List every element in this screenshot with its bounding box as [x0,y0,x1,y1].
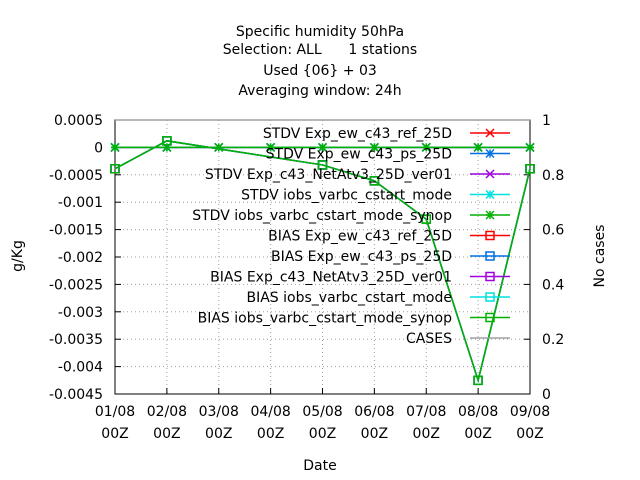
x-tick-label: 09/08 00Z [510,404,550,442]
data-point [485,169,495,179]
data-point [266,142,276,152]
x-tick-label: 04/08 00Z [250,404,290,442]
x-tick-label: 02/08 00Z [147,404,187,442]
x-axis-label: Date [303,458,336,474]
legend-label: STDV iobs_varbc_cstart_mode [241,188,452,204]
y2-tick-label: 0.6 [542,223,564,239]
legend-entry: CASES [406,331,510,347]
data-point [162,136,172,146]
data-point [485,312,495,323]
legend-label: BIAS iobs_varbc_cstart_mode [247,290,453,306]
x-tick-label: 08/08 00Z [458,404,498,442]
data-point [485,251,495,261]
legend-entry: BIAS iobs_varbc_cstart_mode_synop [198,311,510,327]
data-point [369,142,379,152]
x-tick-label: 07/08 00Z [406,404,446,442]
legend-entry: BIAS Exp_ew_c43_ps_25D [271,249,510,265]
y-axis-label: g/Kg [10,240,26,272]
data-point [485,148,495,159]
grid [115,120,530,394]
legend-label: STDV Exp_ew_c43_ps_25D [266,147,452,163]
y2-tick-label: 0 [542,387,551,403]
x-tick-label: 05/08 00Z [302,404,342,442]
y-tick-label: -0.001 [58,195,103,211]
y2-tick-label: 0.8 [542,168,564,184]
title-line-3: Used {06} + 03 [263,63,377,79]
data-point [525,164,535,174]
x-tick-label: 06/08 00Z [354,404,394,442]
data-point [317,160,328,170]
legend-label: CASES [406,331,452,347]
y2-tick-label: 1 [542,113,551,129]
marker-stroke [485,169,495,179]
y-tick-label: 0 [94,140,103,156]
y-tick-label: -0.002 [58,250,103,266]
series [110,136,535,386]
y-tick-label: -0.0015 [49,223,103,239]
series-group [110,119,535,386]
legend-entry: STDV iobs_varbc_cstart_mode [241,188,510,204]
series-line [114,140,531,384]
legend-entry: STDV iobs_varbc_cstart_mode_synop [192,208,510,224]
data-point [369,176,380,186]
data-point [473,142,483,152]
y2-tick-label: 0.4 [542,277,564,293]
legend-label: BIAS Exp_ew_c43_ref_25D [268,229,452,245]
data-point [110,142,120,152]
title-line-2: Selection: ALL 1 stations [223,42,417,58]
y-tick-label: -0.0035 [49,332,103,348]
axes: 0.0005 0 -0.0005 -0.001 -0.0015 -0.002 -0.0025… [49,113,564,442]
data-point [485,210,495,220]
legend-label: BIAS Exp_ew_c43_ps_25D [271,249,452,265]
legend-label: BIAS iobs_varbc_cstart_mode_synop [198,311,453,327]
marker-stroke [485,128,495,138]
x-tick-label: 03/08 00Z [199,404,239,442]
legend: STDV Exp_ew_c43_ref_25D STDV Exp_ew_c43_p… [192,126,510,347]
legend-entry: BIAS Exp_ew_c43_ref_25D [268,229,510,245]
legend-entry: STDV Exp_ew_c43_ref_25D [263,126,510,142]
title-line-4: Averaging window: 24h [238,83,401,99]
series [110,142,535,152]
data-point [485,271,495,282]
data-point [421,214,431,224]
y-tick-label: -0.003 [58,305,103,321]
data-point [110,164,120,174]
chart-title: Specific humidity 50hPa Selection: ALL 1… [223,24,417,99]
legend-label: STDV Exp_c43_NetAtv3_25D_ver01 [205,167,452,183]
data-point [421,142,431,152]
title-line-1: Specific humidity 50hPa [236,24,404,40]
legend-label: STDV iobs_varbc_cstart_mode_synop [192,208,452,224]
data-point [485,230,495,241]
data-point [317,142,328,152]
data-point [485,292,495,302]
y-tick-label: -0.0025 [49,277,103,293]
legend-entry: BIAS iobs_varbc_cstart_mode [247,290,510,306]
y-tick-label: 0.0005 [54,113,103,129]
data-point [525,142,535,152]
legend-label: STDV Exp_ew_c43_ref_25D [263,126,452,142]
legend-entry: STDV Exp_ew_c43_ps_25D [266,147,510,163]
data-point [214,142,224,152]
y2-axis-label: No cases [592,225,608,288]
data-point [485,128,495,138]
y-tick-label: -0.0005 [49,168,103,184]
x-tick-label: 01/08 00Z [95,404,135,442]
data-point [485,189,495,200]
y2-tick-label: 0.2 [542,332,564,348]
y-tick-label: -0.004 [58,360,103,376]
legend-entry: STDV Exp_c43_NetAtv3_25D_ver01 [205,167,510,183]
y-tick-label: -0.0045 [49,387,103,403]
legend-entry: BIAS Exp_c43_NetAtv3_25D_ver01 [210,270,510,286]
data-point [473,375,483,386]
legend-label: BIAS Exp_c43_NetAtv3_25D_ver01 [210,270,452,286]
